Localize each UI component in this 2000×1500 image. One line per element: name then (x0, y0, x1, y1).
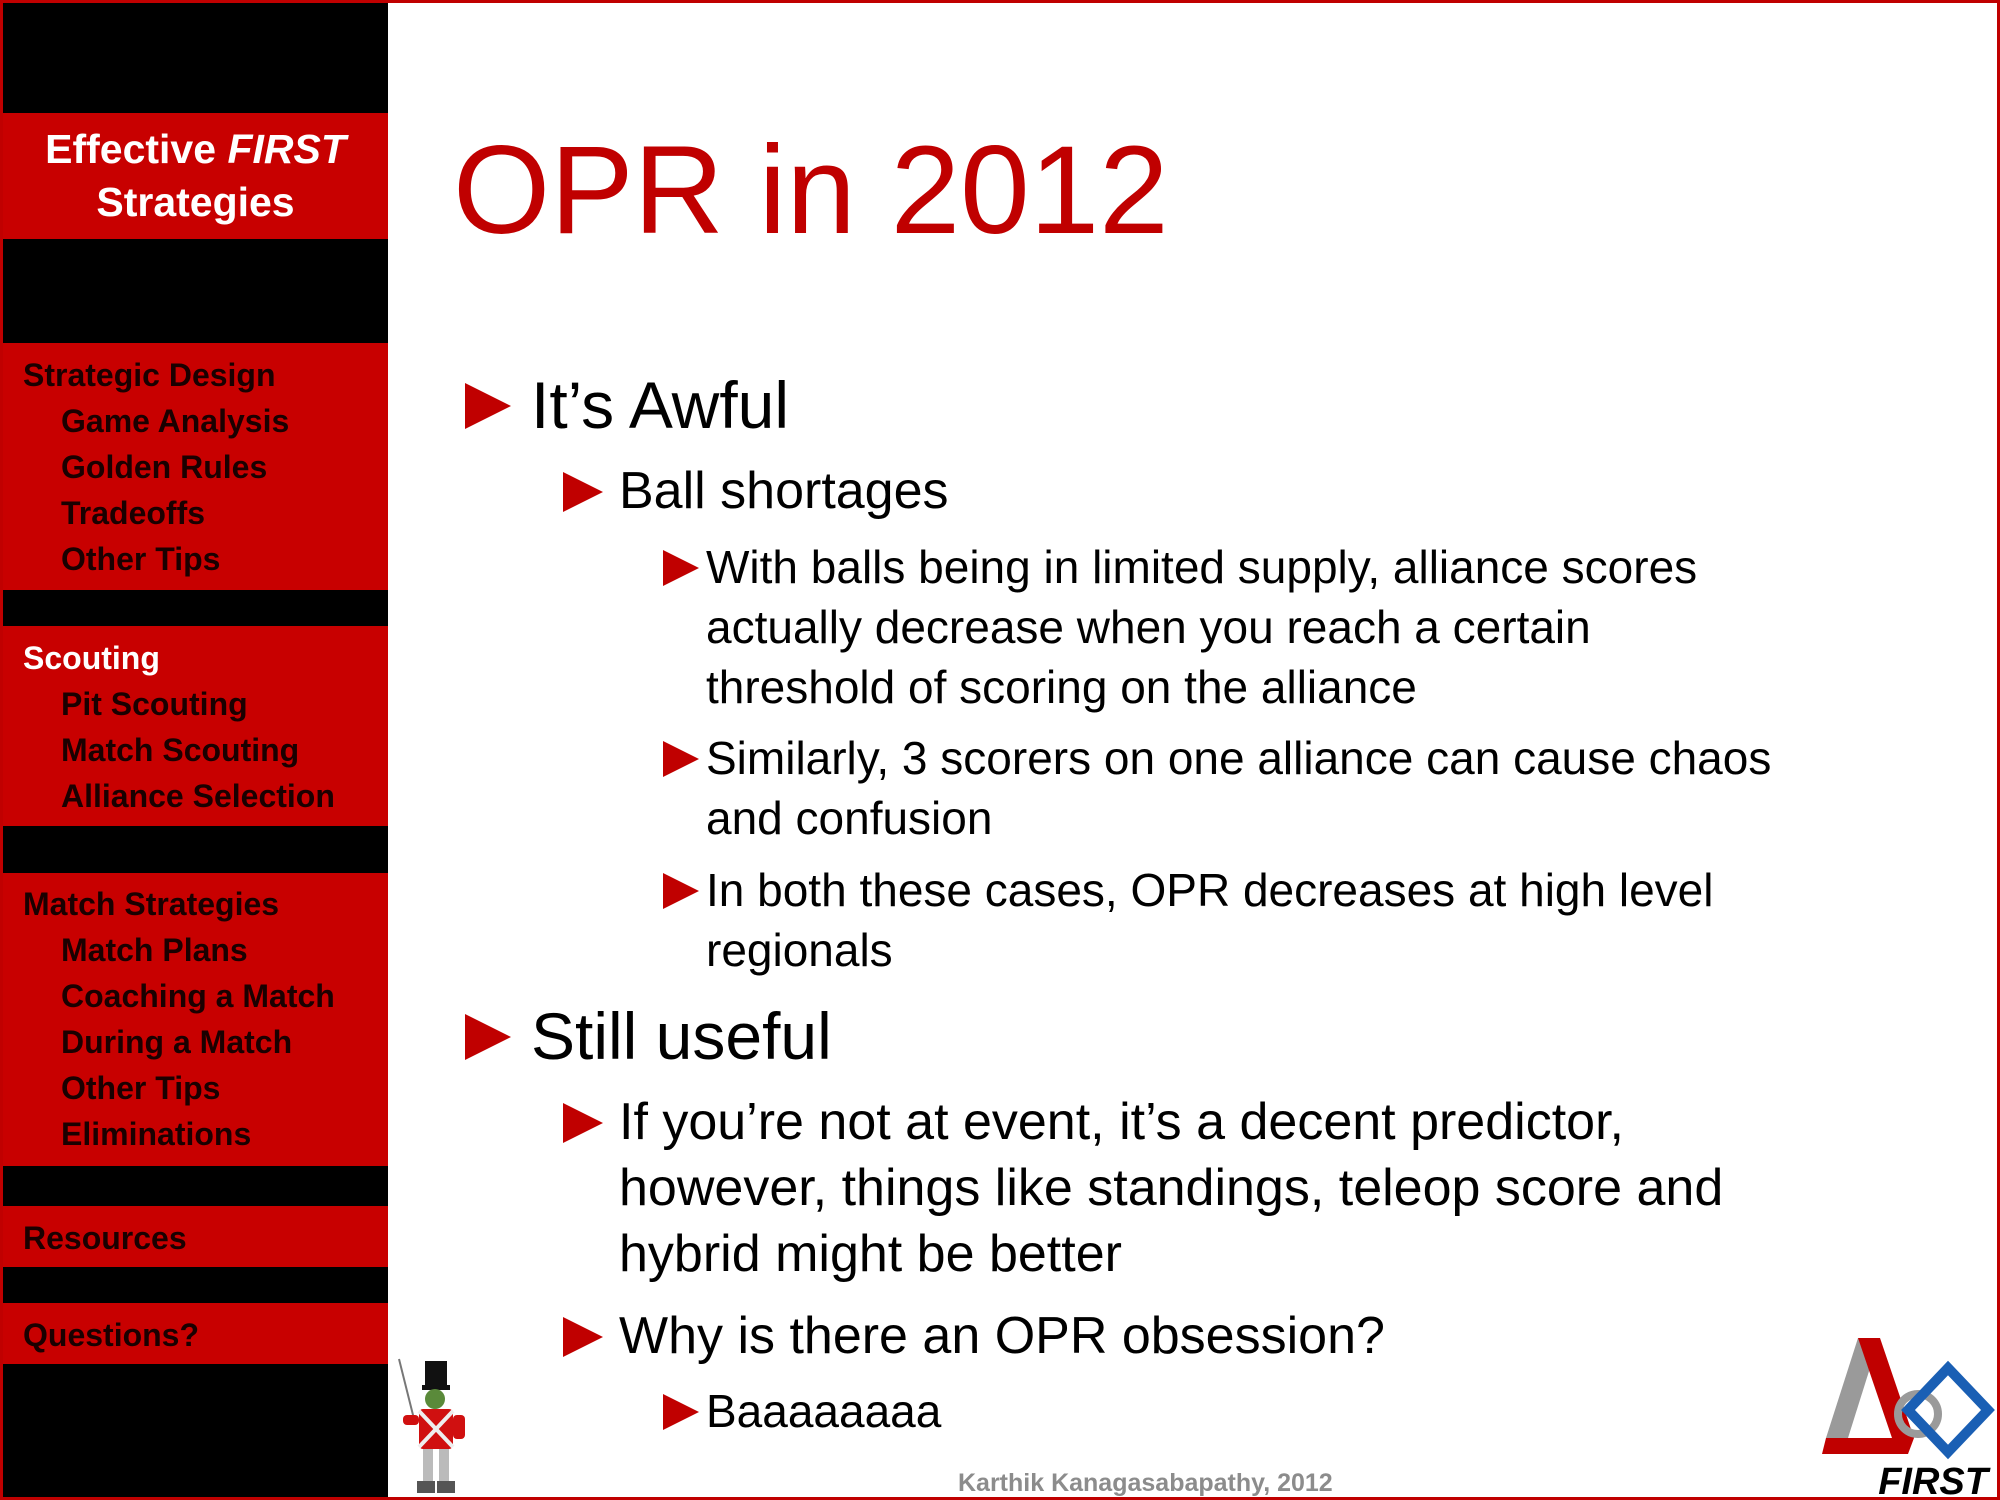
first-logo-icon: FIRST (1822, 1338, 1995, 1500)
bullet-its-awful: It’s Awful (531, 368, 790, 442)
bullet-arrow-icon (465, 1014, 511, 1060)
sidebar: Effective FIRST Strategies Strategic Des… (3, 3, 388, 1497)
nav-other-tips-2[interactable]: Other Tips (61, 1070, 221, 1106)
bullet-arrow-icon (563, 1103, 603, 1143)
nav-questions[interactable]: Questions? (23, 1317, 200, 1353)
nav-pit-scouting[interactable]: Pit Scouting (61, 686, 248, 722)
nav-resources[interactable]: Resources (23, 1220, 187, 1256)
nav-tradeoffs[interactable]: Tradeoffs (61, 495, 206, 531)
nav-other-tips-1[interactable]: Other Tips (61, 541, 221, 577)
nav-eliminations[interactable]: Eliminations (61, 1116, 252, 1152)
bullet-arrow-icon (663, 873, 699, 909)
bullet-limited-supply-line3: threshold of scoring on the alliance (706, 661, 1417, 713)
sidebar-block-scouting (3, 626, 388, 826)
brand-line-2: Strategies (96, 179, 295, 225)
bullet-decent-predictor-line1: If you’re not at event, it’s a decent pr… (619, 1093, 1624, 1151)
bullet-baaa: Baaaaaaaa (706, 1385, 942, 1437)
brand-first: FIRST (227, 126, 346, 172)
bullet-three-scorers-line2: and confusion (706, 792, 993, 844)
sidebar-brand: Effective FIRST Strategies (3, 113, 388, 239)
bullet-opr-decreases-line2: regionals (706, 924, 893, 976)
brand-effective: Effective (45, 126, 217, 172)
nav-strategic-design[interactable]: Strategic Design (23, 357, 276, 393)
bullet-arrow-icon (663, 741, 699, 777)
bullet-arrow-icon (465, 383, 511, 429)
nav-alliance-selection[interactable]: Alliance Selection (61, 778, 335, 814)
bullet-opr-decreases-line1: In both these cases, OPR decreases at hi… (706, 864, 1714, 916)
sidebar-block-resources (3, 1206, 388, 1267)
nav-match-scouting[interactable]: Match Scouting (61, 732, 300, 768)
bullet-arrow-icon (563, 472, 603, 512)
nav-scouting[interactable]: Scouting (23, 640, 160, 676)
robot-mascot-icon (398, 1358, 465, 1493)
nav-during-a-match[interactable]: During a Match (61, 1024, 293, 1060)
bullet-arrow-icon (563, 1317, 603, 1357)
nav-match-plans[interactable]: Match Plans (61, 932, 248, 968)
brand-line-1: Effective FIRST (3, 123, 388, 176)
nav-coaching-a-match[interactable]: Coaching a Match (61, 978, 335, 1014)
bullet-ball-shortages: Ball shortages (619, 462, 949, 520)
nav-match-strategies[interactable]: Match Strategies (23, 886, 280, 922)
sidebar-block-match-strategies (3, 873, 388, 1166)
slide-title: OPR in 2012 (453, 121, 1169, 260)
bullet-decent-predictor-line2: however, things like standings, teleop s… (619, 1159, 1724, 1217)
sidebar-block-questions (3, 1303, 388, 1364)
bullet-limited-supply-line1: With balls being in limited supply, alli… (706, 541, 1698, 593)
nav-golden-rules[interactable]: Golden Rules (61, 449, 268, 485)
bullet-opr-obsession: Why is there an OPR obsession? (619, 1307, 1385, 1365)
bullet-arrow-icon (663, 1394, 699, 1430)
nav-game-analysis[interactable]: Game Analysis (61, 403, 290, 439)
sidebar-block-strategic-design (3, 343, 388, 590)
logo-text: FIRST (1878, 1461, 1991, 1500)
bullet-still-useful: Still useful (531, 999, 832, 1073)
bullet-arrow-icon (663, 550, 699, 586)
bullet-limited-supply-line2: actually decrease when you reach a certa… (706, 601, 1591, 653)
bullet-decent-predictor-line3: hybrid might be better (619, 1225, 1122, 1283)
footer-credit: Karthik Kanagasabapathy, 2012 (958, 1469, 1333, 1497)
bullet-three-scorers-line1: Similarly, 3 scorers on one alliance can… (706, 732, 1772, 784)
